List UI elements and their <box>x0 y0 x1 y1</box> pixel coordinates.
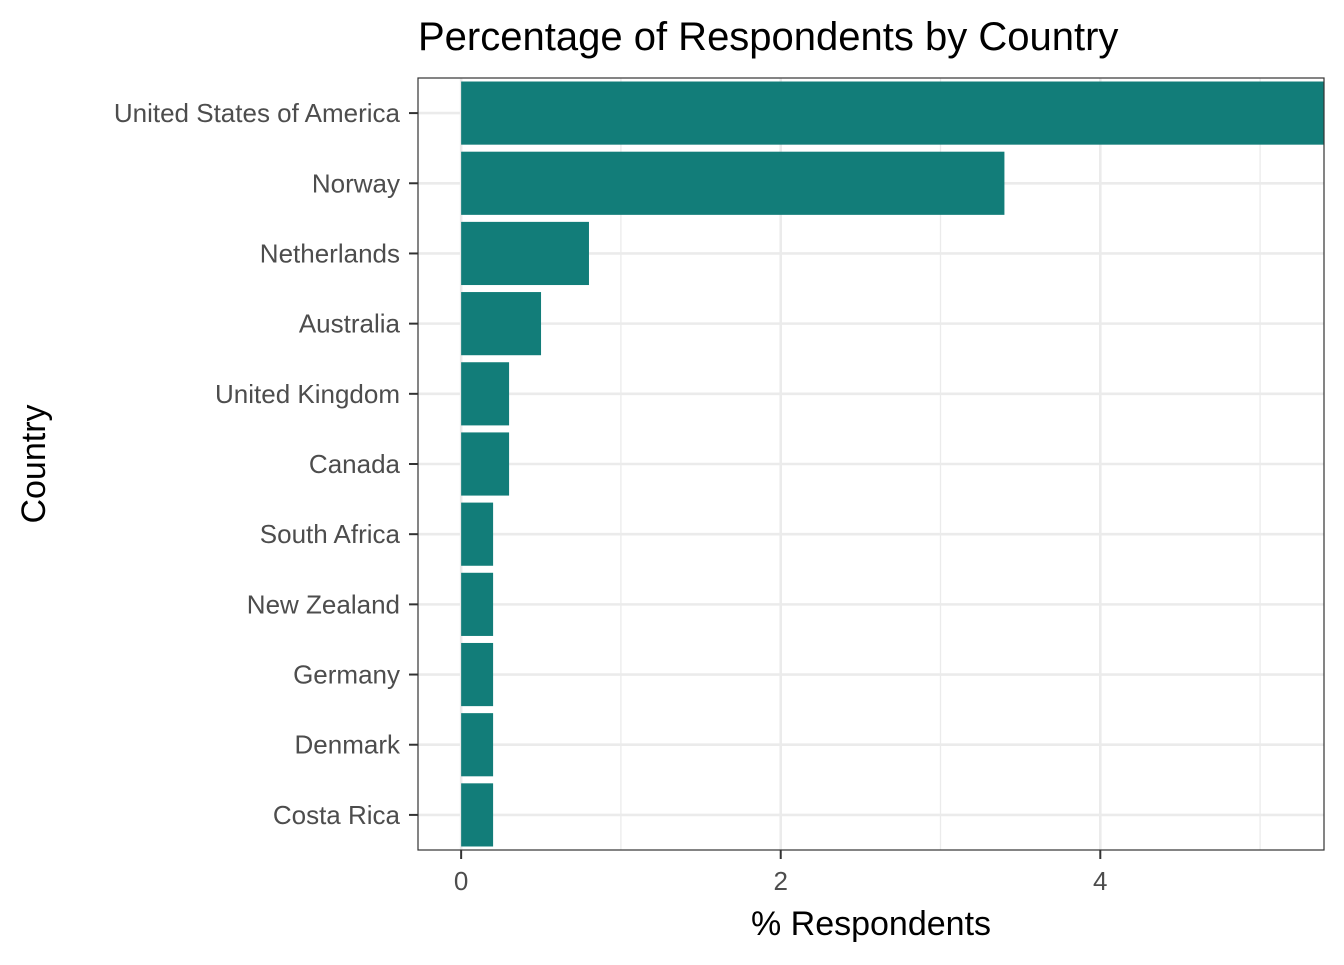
bar-denmark <box>461 713 494 777</box>
x-tick-label: 0 <box>454 866 468 896</box>
x-tick-label: 4 <box>1093 866 1107 896</box>
y-tick-label: Denmark <box>295 730 401 760</box>
bars <box>461 81 1325 847</box>
bar-canada <box>461 432 510 496</box>
y-tick-label: South Africa <box>260 519 401 549</box>
bar-netherlands <box>461 221 589 286</box>
bar-norway <box>461 151 1005 215</box>
y-tick-label: United Kingdom <box>215 379 400 409</box>
y-tick-label: Canada <box>309 449 401 479</box>
chart-title: Percentage of Respondents by Country <box>418 15 1118 59</box>
bar-costa-rica <box>461 783 494 847</box>
bar-new-zealand <box>461 572 494 636</box>
bar-germany <box>461 642 494 707</box>
y-tick-label: New Zealand <box>247 589 400 619</box>
bar-united-kingdom <box>461 362 510 426</box>
y-tick-label: Costa Rica <box>273 800 401 830</box>
y-tick-label: Netherlands <box>260 238 400 268</box>
y-tick-label: United States of America <box>114 98 401 128</box>
bar-united-states-of-america <box>461 81 1325 145</box>
axis-ticks: United States of America Norway Netherland… <box>114 98 1108 896</box>
bar-australia <box>461 292 542 356</box>
y-tick-label: Norway <box>312 168 400 198</box>
y-tick-label: Australia <box>299 309 401 339</box>
x-axis-title: % Respondents <box>751 905 991 943</box>
x-tick-label: 2 <box>773 866 787 896</box>
y-tick-label: Germany <box>293 660 400 690</box>
bar-south-africa <box>461 502 494 566</box>
y-axis-title: Country <box>15 404 53 523</box>
